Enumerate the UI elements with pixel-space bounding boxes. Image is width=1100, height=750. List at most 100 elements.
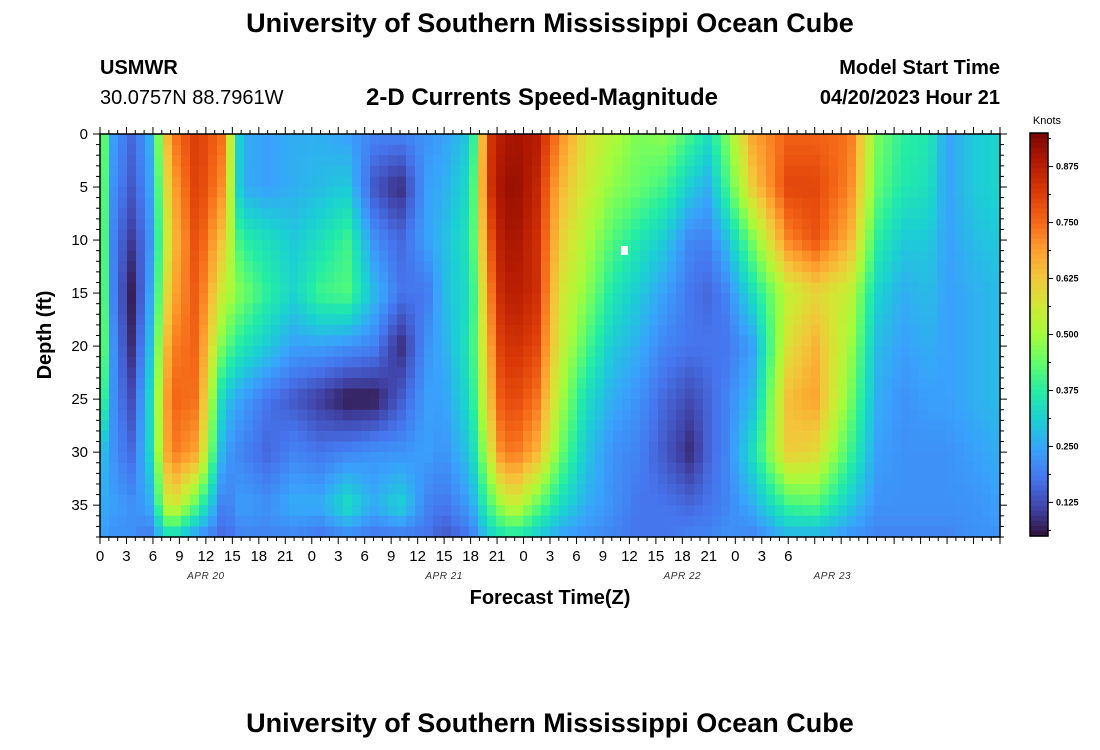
heatmap-cell (766, 356, 776, 368)
heatmap-cell (685, 494, 695, 506)
heatmap-cell (982, 293, 992, 305)
heatmap-cell (343, 282, 353, 294)
heatmap-cell (361, 335, 371, 347)
heatmap-cell (406, 515, 416, 527)
heatmap-cell (424, 324, 434, 337)
heatmap-cell (532, 430, 542, 443)
heatmap-cell (388, 229, 398, 241)
heatmap-cell (370, 377, 380, 390)
heatmap-cell (595, 473, 605, 485)
heatmap-cell (874, 293, 884, 305)
heatmap-cell (406, 494, 416, 506)
heatmap-cell (541, 250, 551, 262)
heatmap-cell (604, 229, 614, 241)
heatmap-cell (703, 155, 713, 167)
heatmap-cell (262, 494, 272, 506)
heatmap-cell (271, 240, 281, 252)
heatmap-cell (703, 218, 713, 231)
heatmap-cell (496, 420, 506, 432)
heatmap-cell (829, 176, 839, 188)
heatmap-cell (460, 462, 470, 474)
heatmap-cell (352, 165, 362, 178)
heatmap-cell (406, 176, 416, 188)
heatmap-cell (631, 420, 641, 432)
heatmap-cell (766, 515, 776, 527)
heatmap-cell (406, 187, 416, 199)
heatmap-cell (586, 356, 596, 368)
heatmap-cell (883, 218, 893, 231)
heatmap-cell (433, 282, 443, 294)
heatmap-cell (244, 155, 254, 167)
heatmap-cell (289, 377, 299, 390)
heatmap-cell (208, 303, 218, 315)
heatmap-cell (847, 388, 857, 400)
heatmap-cell (991, 377, 1001, 390)
heatmap-cell (343, 367, 353, 379)
heatmap-cell (658, 356, 668, 368)
heatmap-cell (928, 377, 938, 390)
heatmap-cell (127, 377, 137, 390)
heatmap-cell (460, 324, 470, 337)
heatmap-cell (181, 452, 191, 464)
heatmap-cell (379, 409, 389, 421)
heatmap-cell (946, 399, 956, 411)
heatmap-cell (604, 452, 614, 464)
heatmap-cell (226, 377, 236, 390)
x-tick-label: 12 (621, 548, 638, 565)
heatmap-cell (406, 356, 416, 368)
heatmap-cell (307, 452, 317, 464)
heatmap-cell (244, 208, 254, 220)
heatmap-cell (865, 505, 875, 517)
heatmap-cell (649, 187, 659, 199)
heatmap-cell (856, 155, 866, 167)
heatmap-cell (982, 144, 992, 156)
heatmap-cell (568, 494, 578, 506)
heatmap-cell (955, 240, 965, 252)
heatmap-cell (874, 271, 884, 284)
heatmap-cell (154, 377, 164, 390)
heatmap-cell (712, 324, 722, 337)
heatmap-cell (757, 218, 767, 231)
heatmap-cell (613, 271, 623, 284)
heatmap-cell (388, 303, 398, 315)
colorbar-segment (1030, 324, 1048, 331)
heatmap-cell (748, 335, 758, 347)
heatmap-cell (181, 409, 191, 421)
heatmap-cell (901, 335, 911, 347)
heatmap-cell (253, 165, 263, 178)
heatmap-cell (883, 271, 893, 284)
heatmap-cell (514, 240, 524, 252)
heatmap-cell (631, 144, 641, 156)
heatmap-cell (424, 399, 434, 411)
heatmap-cell (361, 494, 371, 506)
heatmap-cell (586, 282, 596, 294)
heatmap-cell (928, 229, 938, 241)
heatmap-cell (406, 261, 416, 273)
heatmap-cell (433, 218, 443, 231)
heatmap-cell (109, 208, 119, 220)
heatmap-cell (217, 208, 227, 220)
heatmap-cell (253, 240, 263, 252)
heatmap-cell (793, 346, 803, 358)
heatmap-cell (658, 271, 668, 284)
heatmap-cell (127, 388, 137, 400)
heatmap-cell (469, 165, 479, 178)
heatmap-cell (523, 452, 533, 464)
heatmap-cell (829, 134, 839, 146)
heatmap-cell (406, 271, 416, 284)
heatmap-cell (514, 208, 524, 220)
heatmap-cell (442, 420, 452, 432)
heatmap-cell (307, 303, 317, 315)
heatmap-cell (667, 409, 677, 421)
heatmap-cell (523, 324, 533, 337)
heatmap-cell (280, 346, 290, 358)
heatmap-cell (847, 261, 857, 273)
heatmap-cell (181, 144, 191, 156)
heatmap-cell (514, 399, 524, 411)
heatmap-cell (442, 282, 452, 294)
heatmap-cell (829, 526, 839, 538)
heatmap-cell (955, 505, 965, 517)
heatmap-cell (676, 505, 686, 517)
heatmap-cell (838, 271, 848, 284)
heatmap-cell (226, 144, 236, 156)
